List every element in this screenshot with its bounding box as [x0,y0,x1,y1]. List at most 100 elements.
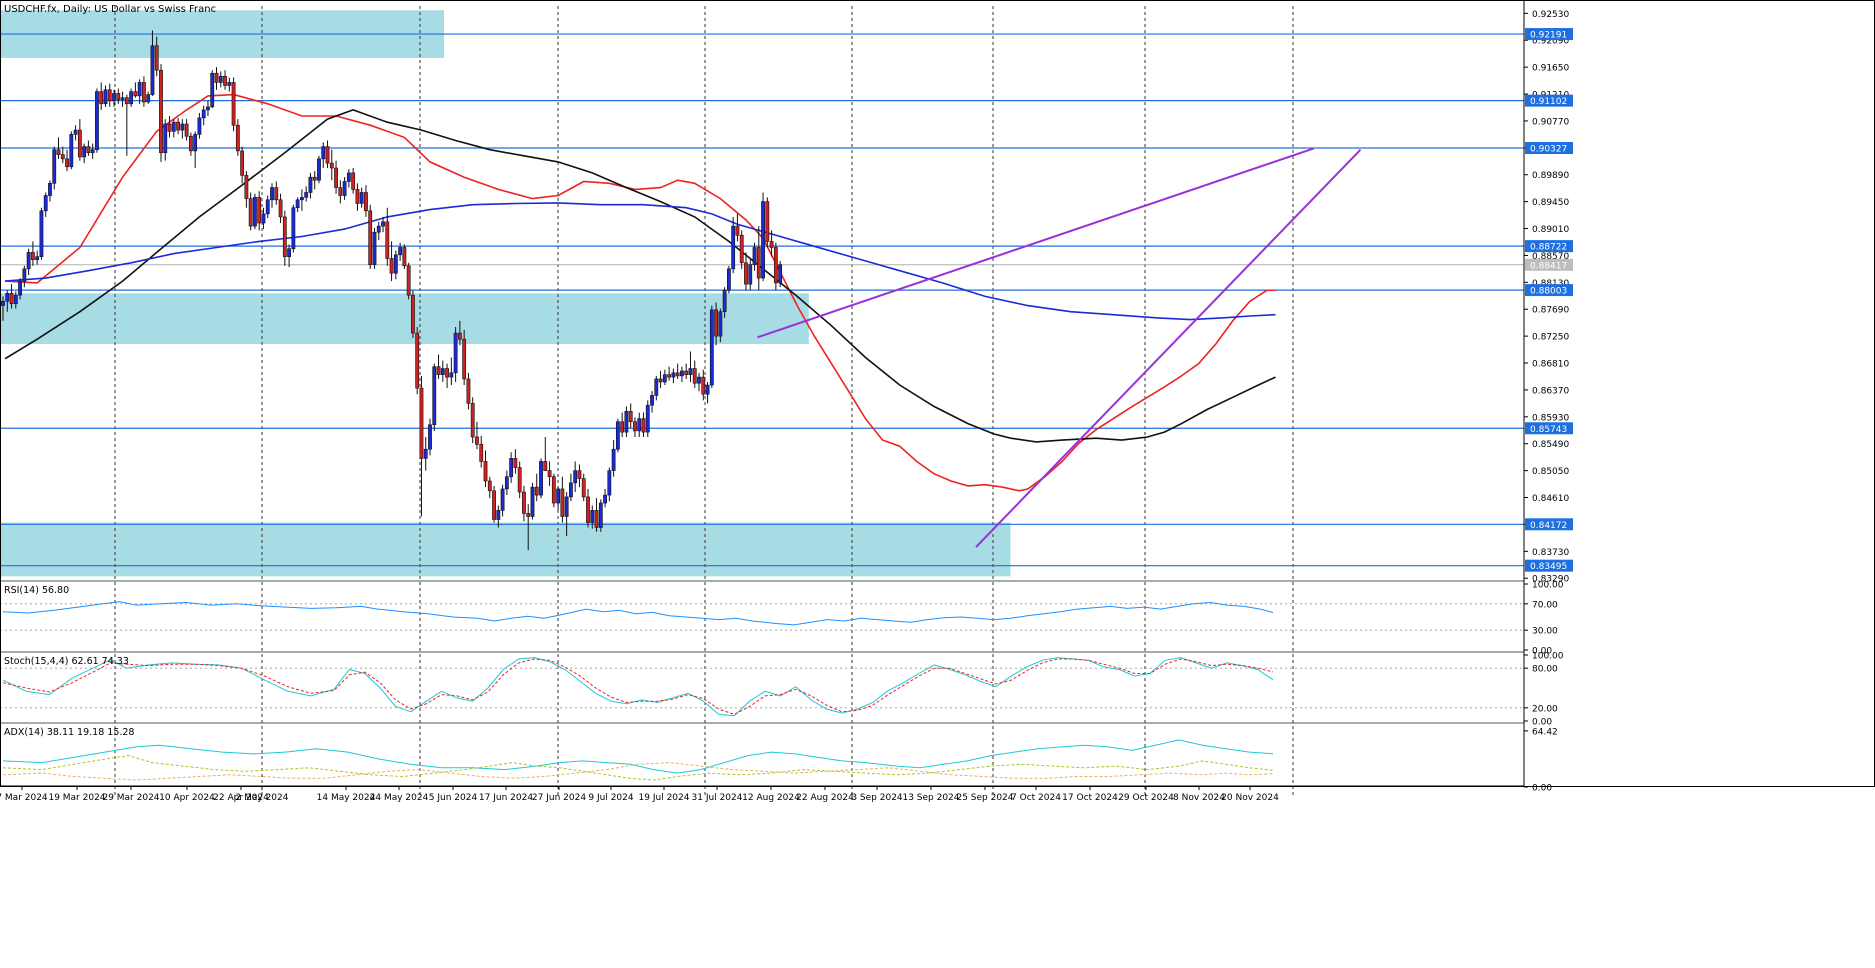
candle-46 [197,112,202,139]
candle-102 [436,354,441,379]
time-tick-label-21: 29 Oct 2024 [1118,793,1174,803]
time-tick-label-19: 7 Oct 2024 [1011,793,1061,803]
time-tick-label-7: 24 May 2024 [370,793,429,803]
candle-151 [645,400,650,438]
candle-180 [769,230,774,257]
rsi-tick-label-2: 30.00 [1532,627,1558,637]
level-badge-label-5: 0.85743 [1530,425,1567,435]
candle-43 [184,119,189,141]
candle-64 [274,181,279,205]
price-tick-label-20: 0.83730 [1532,548,1569,558]
candle-163 [697,372,701,392]
candle-96 [411,290,415,338]
candle-80 [342,177,347,200]
rsi-tick-label-3: 0.00 [1532,647,1552,657]
price-tick-label-9: 0.88570 [1532,252,1569,262]
candle-91 [389,241,394,282]
level-badge-5 [1525,422,1573,435]
candle-49 [210,70,215,109]
candle-16 [69,131,74,170]
candle-126 [539,458,543,499]
candle-48 [206,100,210,117]
candle-22 [95,88,99,153]
candle-127 [543,437,548,471]
price-tick-label-7: 0.89450 [1532,198,1569,208]
time-tick-label-2: 29 Mar 2024 [102,793,159,803]
candle-122 [522,485,526,522]
candle-107 [457,320,462,346]
candle-63 [270,183,274,208]
candle-182 [778,260,783,288]
time-tick-label-23: 20 Nov 2024 [1221,793,1279,803]
candle-135 [577,464,582,488]
candle-132 [564,492,569,537]
candle-2 [9,284,14,309]
candle-77 [329,149,334,181]
candle-97 [415,326,420,395]
candle-59 [253,193,257,230]
candle-69 [295,197,300,213]
candle-171 [731,216,736,274]
candle-45 [193,131,198,169]
candle-95 [406,262,411,300]
time-tick-label-6: 14 May 2024 [317,793,376,803]
time-tick-label-13: 31 Jul 2024 [692,793,743,803]
adx-series-2 [2,762,1274,781]
candle-108 [462,330,467,386]
candle-117 [500,484,505,517]
chart-title: USDCHF.fx, Daily: US Dollar vs Swiss Fra… [4,4,216,15]
rsi-tick-label-0: 100.00 [1532,581,1564,591]
candle-56 [240,146,245,184]
candle-159 [680,366,684,382]
candle-133 [569,473,573,502]
current-price-badge [1525,258,1573,271]
candle-79 [338,180,343,204]
time-tick-label-14: 12 Aug 2024 [742,793,800,803]
candle-114 [487,476,492,499]
candle-112 [479,435,484,468]
candle-8 [35,250,40,265]
candle-142 [607,467,612,502]
level-badge-label-4: 0.88003 [1530,287,1567,297]
adx-tick-label-0: 64.42 [1532,727,1558,737]
candle-25 [107,83,112,107]
candle-92 [393,250,398,280]
candle-66 [282,210,287,266]
candle-51 [218,71,223,88]
candle-18 [77,119,82,161]
candle-52 [223,70,227,90]
candle-110 [470,397,475,444]
candle-158 [675,363,680,379]
candle-42 [180,119,185,139]
candle-104 [445,363,449,389]
time-tick-label-5: 2 May 2024 [236,793,289,803]
stoch-series-0 [2,657,1274,717]
candle-144 [615,418,620,453]
level-badge-label-3: 0.88722 [1530,243,1567,253]
price-tick-label-16: 0.85490 [1532,440,1569,450]
price-tick-label-0: 0.92530 [1532,10,1569,20]
candle-39 [167,116,172,138]
candle-167 [714,302,718,346]
time-tick-label-18: 25 Sep 2024 [956,793,1013,803]
time-tick-label-3: 10 Apr 2024 [159,793,215,803]
candle-28 [120,91,125,107]
level-badge-4 [1525,284,1573,297]
candle-24 [103,85,108,107]
candle-5 [22,265,27,288]
candle-87 [372,227,377,269]
candle-181 [773,242,778,291]
time-tick-label-1: 19 Mar 2024 [48,793,105,803]
indicator-panels: 100.0070.0030.000.00100.0080.0020.000.00… [0,580,1564,794]
candle-9 [39,207,44,260]
level-badge-7 [1525,559,1573,572]
zone-rect-1 [0,293,809,345]
candle-61 [261,207,266,230]
candle-100 [428,418,432,456]
candle-123 [526,504,531,551]
candle-70 [299,189,304,211]
candle-34 [146,91,151,104]
